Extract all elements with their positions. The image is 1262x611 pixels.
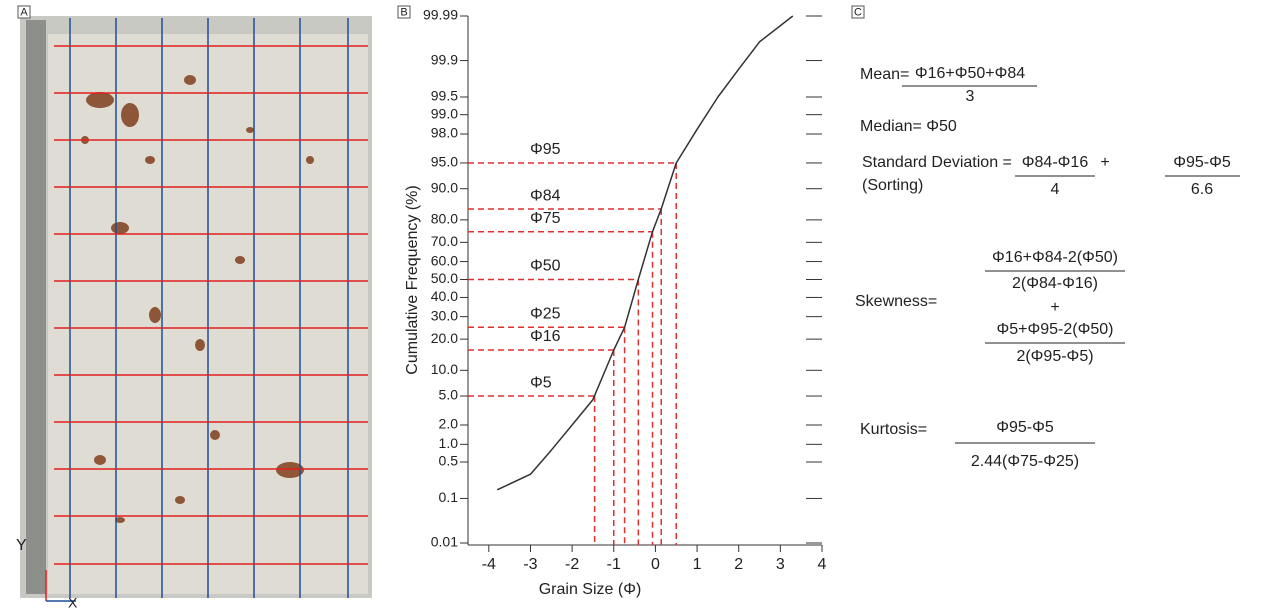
y-tick-label: 98.0 [431, 125, 458, 141]
y-tick-label: 5.0 [439, 387, 459, 403]
numerator: Φ16+Φ50+Φ84 [915, 65, 1025, 82]
formula-label: Mean= [860, 66, 909, 83]
y-tick-label: 60.0 [431, 252, 458, 268]
y-axis-title: Cumulative Frequency (%) [404, 185, 421, 374]
y-tick-label: 0.1 [439, 489, 459, 505]
denominator: 6.6 [1191, 181, 1213, 198]
x-tick-label: 3 [776, 556, 785, 573]
panel-letter-box [397, 5, 411, 19]
cumulative-curve [496, 15, 794, 491]
y-tick-label: 0.5 [439, 453, 459, 469]
numerator: Φ95-Φ5 [1173, 154, 1231, 171]
x-tick-label: -2 [565, 556, 579, 573]
y-tick-label: 30.0 [431, 307, 458, 323]
reference-label: Φ5 [530, 374, 552, 391]
denominator: 3 [966, 88, 975, 105]
x-axis-title: Grain Size (Φ) [539, 581, 642, 598]
axis-label: X [68, 595, 78, 611]
y-tick-label: 1.0 [439, 435, 459, 451]
y-tick-label: 2.0 [439, 416, 459, 432]
denominator: 2.44(Φ75-Φ25) [971, 453, 1079, 470]
y-tick-label: 99.0 [431, 105, 458, 121]
reference-label: Φ50 [530, 258, 561, 275]
y-tick-label: 90.0 [431, 179, 458, 195]
x-tick-label: 2 [734, 556, 743, 573]
x-tick-label: -3 [523, 556, 537, 573]
reference-label: Φ25 [530, 306, 561, 323]
x-tick-label: 4 [818, 556, 827, 573]
y-tick-label: 99.99 [423, 7, 458, 23]
y-tick-label: 99.5 [431, 88, 458, 104]
y-tick-label: 40.0 [431, 288, 458, 304]
y-tick-label: 0.01 [431, 534, 458, 550]
x-tick-label: -1 [607, 556, 621, 573]
x-tick-label: -4 [482, 556, 496, 573]
numerator: Φ16+Φ84-2(Φ50) [992, 249, 1118, 266]
numerator: Φ5+Φ95-2(Φ50) [996, 321, 1113, 338]
vertical-grid [69, 18, 349, 598]
formula-sublabel: (Sorting) [862, 177, 923, 194]
panel-c: C Mean= Φ16+Φ50+Φ84 3 Median= Φ50 Standa… [851, 5, 1240, 470]
horizontal-grid [54, 45, 368, 565]
panel-a: A Y X [16, 5, 372, 611]
numerator: Φ95-Φ5 [996, 419, 1054, 436]
axis-label: Y [16, 537, 27, 554]
x-tick-label: 1 [693, 556, 702, 573]
panel-letter: C [854, 6, 862, 18]
reference-label: Φ16 [530, 328, 561, 345]
panel-letter: A [20, 6, 28, 18]
panel-letter: B [400, 6, 407, 18]
reference-label: Φ84 [530, 187, 561, 204]
reference-label: Φ75 [530, 210, 561, 227]
operator: + [1050, 299, 1059, 316]
panel-letter-box [17, 5, 31, 19]
reference-label: Φ95 [530, 141, 561, 158]
denominator: 4 [1051, 181, 1060, 198]
y-tick-label: 95.0 [431, 154, 458, 170]
y-tick-label: 50.0 [431, 270, 458, 286]
formula-label: Standard Deviation = [862, 154, 1012, 171]
operator: + [1100, 154, 1109, 171]
photo-edge [26, 20, 46, 594]
panel-b: B Grain Size (Φ) Cumulative Frequency (%… [397, 5, 827, 598]
numerator: Φ84-Φ16 [1022, 154, 1089, 171]
denominator: 2(Φ84-Φ16) [1012, 275, 1098, 292]
formula-label: Kurtosis= [860, 421, 927, 438]
y-tick-label: 70.0 [431, 233, 458, 249]
x-tick-label: 0 [651, 556, 660, 573]
y-tick-label: 80.0 [431, 211, 458, 227]
formula-label: Skewness= [855, 293, 937, 310]
y-tick-label: 20.0 [431, 330, 458, 346]
formula-label: Median= Φ50 [860, 118, 957, 135]
panel-letter-box [851, 5, 865, 19]
y-tick-label: 10.0 [431, 361, 458, 377]
y-tick-label: 99.9 [431, 51, 458, 67]
denominator: 2(Φ95-Φ5) [1016, 348, 1093, 365]
